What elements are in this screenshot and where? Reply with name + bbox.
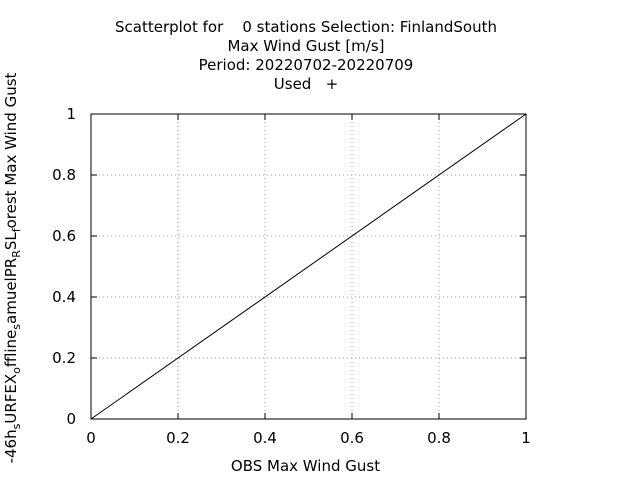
x-tick-label: 0.4 bbox=[253, 429, 277, 447]
plot-frame bbox=[90, 113, 527, 420]
y-tick-label: 0.8 bbox=[52, 166, 76, 184]
y-tick-labels: 0 0.2 0.4 0.6 0.8 1 bbox=[52, 105, 526, 428]
x-tick-label: 0.8 bbox=[427, 429, 451, 447]
x-tick-labels: 0 0.2 0.4 0.6 0.8 1 bbox=[86, 114, 531, 447]
y-tick-label: 0.6 bbox=[52, 227, 76, 245]
y-label-subscript: f bbox=[10, 227, 23, 232]
grid-lines bbox=[91, 114, 526, 419]
y-tick-label: 0.4 bbox=[52, 288, 76, 306]
y-tick-label: 1 bbox=[66, 105, 76, 123]
y-label-segment: ffline bbox=[2, 330, 20, 367]
chart-title: Scatterplot for 0 stations Selection: Fi… bbox=[115, 18, 497, 93]
y-label-segment: orest Max Wind Gust bbox=[2, 72, 20, 228]
x-tick-label: 1 bbox=[521, 429, 531, 447]
series-line-0 bbox=[90, 113, 527, 420]
y-label-subscript: o bbox=[10, 367, 23, 374]
x-tick-label: 0 bbox=[86, 429, 96, 447]
series-lines bbox=[90, 113, 527, 420]
y-tick-label: 0.2 bbox=[52, 349, 76, 367]
y-label-segment: -46h bbox=[2, 429, 20, 463]
x-tick-label: 0.2 bbox=[166, 429, 190, 447]
title-line-2: Period: 20220702-20220709 bbox=[199, 56, 414, 74]
y-label-subscript: R bbox=[10, 250, 23, 258]
title-line-1: Max Wind Gust [m/s] bbox=[227, 37, 384, 55]
x-tick-label: 0.6 bbox=[340, 429, 364, 447]
title-line-3: Used + bbox=[274, 75, 338, 93]
y-tick-label: 0 bbox=[66, 410, 76, 428]
title-line-0: Scatterplot for 0 stations Selection: Fi… bbox=[115, 18, 497, 36]
y-axis-label: -46hsURFEXofflinesamuelPRRSLforest Max W… bbox=[2, 72, 23, 463]
y-label-segment: URFEX bbox=[2, 374, 20, 424]
x-axis-label: OBS Max Wind Gust bbox=[231, 457, 380, 475]
y-label-subscript: s bbox=[10, 423, 23, 429]
y-label-segment: SL bbox=[2, 232, 20, 251]
y-label-segment: amuelPR bbox=[2, 258, 20, 324]
y-label-subscript: s bbox=[10, 324, 23, 330]
